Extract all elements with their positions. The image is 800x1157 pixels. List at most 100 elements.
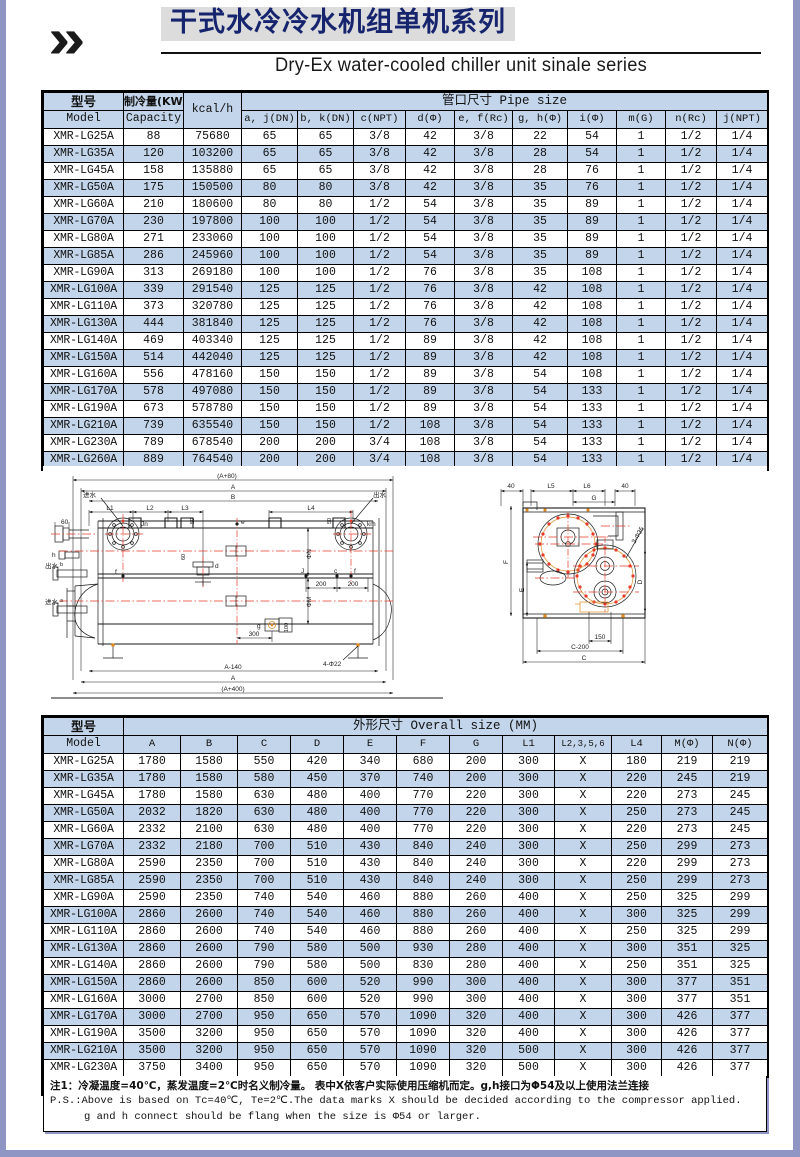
table-cell: 1820 bbox=[180, 804, 238, 822]
table-cell: 1090 bbox=[396, 1008, 450, 1026]
cell-model: XMR-LG35A bbox=[43, 770, 124, 788]
col2-g: G bbox=[449, 735, 503, 754]
table-cell: 650 bbox=[290, 1008, 344, 1026]
table-cell: 3/8 bbox=[454, 162, 513, 180]
table-cell: 108 bbox=[405, 434, 455, 452]
col-model-en: Model bbox=[43, 110, 124, 129]
side-view: 40 L5 L6 40 G bbox=[500, 483, 647, 664]
table-cell: 830 bbox=[396, 957, 450, 975]
table-cell: 1/4 bbox=[715, 162, 769, 180]
table-cell: 42 bbox=[405, 145, 455, 163]
col2-m: M(Φ) bbox=[661, 735, 713, 754]
table-cell: 280 bbox=[449, 957, 503, 975]
table-cell: X bbox=[554, 1008, 612, 1026]
table-cell: 100 bbox=[241, 247, 298, 265]
table-cell: 300 bbox=[502, 804, 555, 822]
table-cell: 430 bbox=[343, 872, 397, 890]
table-cell: 700 bbox=[237, 872, 291, 890]
table-cell: 103200 bbox=[183, 145, 242, 163]
table-cell: 1/2 bbox=[665, 128, 717, 146]
table-cell: X bbox=[554, 753, 612, 771]
point-j: J bbox=[301, 568, 304, 575]
table-cell: 520 bbox=[343, 974, 397, 992]
table-cell: 1 bbox=[616, 230, 666, 248]
col2-e: E bbox=[343, 735, 397, 754]
table-cell: 65 bbox=[241, 128, 298, 146]
table-cell: 1/2 bbox=[665, 298, 717, 316]
table-cell: 790 bbox=[237, 957, 291, 975]
table-cell: 400 bbox=[502, 1008, 555, 1026]
table-cell: 370 bbox=[343, 770, 397, 788]
table-cell: 230 bbox=[123, 213, 184, 231]
table-cell: 460 bbox=[343, 889, 397, 907]
table-cell: 514 bbox=[123, 349, 184, 367]
table-cell: 3200 bbox=[180, 1042, 238, 1060]
col2-d: D bbox=[290, 735, 344, 754]
table-cell: 125 bbox=[241, 315, 298, 333]
table-cell: 400 bbox=[343, 821, 397, 839]
table-cell: 80 bbox=[297, 196, 354, 214]
table-cell: 100 bbox=[241, 230, 298, 248]
table-cell: 3/8 bbox=[454, 281, 513, 299]
table-cell: 500 bbox=[343, 940, 397, 958]
col-pipe-d: d(Φ) bbox=[405, 110, 455, 129]
cell-model: XMR-LG45A bbox=[43, 787, 124, 805]
table-cell: 1/2 bbox=[665, 247, 717, 265]
table-row: XMR-LG170A 3000 2700 950 650 570 1090 320 400 X 30… bbox=[43, 1008, 769, 1026]
table-cell: X bbox=[554, 940, 612, 958]
table-cell: 100 bbox=[297, 264, 354, 282]
table-row: XMR-LG50A 2032 1820 630 480 400 770 220 300 X 250 2… bbox=[43, 804, 769, 822]
table-cell: 1/2 bbox=[353, 417, 406, 435]
point-h: h bbox=[52, 552, 56, 559]
table-cell: 89 bbox=[405, 366, 455, 384]
cell-model: XMR-LG140A bbox=[43, 332, 124, 350]
table-cell: 1/4 bbox=[715, 298, 769, 316]
footnotes: 注1：冷凝温度=40℃，蒸发温度=2℃时名义制冷量。 表中X依客户实际使用压缩机… bbox=[43, 1076, 767, 1132]
table-cell: 850 bbox=[237, 974, 291, 992]
table-cell: 377 bbox=[661, 991, 713, 1009]
table-cell: 3/8 bbox=[454, 383, 513, 401]
hole-note-side: 3-Φ35 bbox=[631, 525, 646, 545]
table-row: XMR-LG25A 1780 1580 550 420 340 680 200 300 X 180 2… bbox=[43, 753, 769, 771]
table-cell: 108 bbox=[405, 417, 455, 435]
table-cell: 2180 bbox=[180, 838, 238, 856]
table-cell: 510 bbox=[290, 872, 344, 890]
table-cell: 54 bbox=[512, 383, 568, 401]
footnote-english-1: P.S.:Above is based on Tc=40℃, Te=2℃.The… bbox=[50, 1095, 742, 1108]
table-cell: 1/4 bbox=[715, 400, 769, 418]
drawing-svg: .ln { stroke:#1a1a1a; stroke-width:0.7; … bbox=[45, 473, 647, 699]
table-row: XMR-LG35A 120 103200 65 65 3/8 42 3/8 28 54 1 1/2 1/… bbox=[43, 145, 769, 163]
table-cell: 125 bbox=[297, 298, 354, 316]
table-cell: 1 bbox=[616, 349, 666, 367]
table-cell: 990 bbox=[396, 991, 450, 1009]
cell-model: XMR-LG110A bbox=[43, 298, 124, 316]
table-cell: 580 bbox=[290, 957, 344, 975]
table-cell: 1/4 bbox=[715, 145, 769, 163]
table-cell: 520 bbox=[343, 991, 397, 1009]
table-cell: X bbox=[554, 974, 612, 992]
table-cell: 351 bbox=[661, 957, 713, 975]
table-cell: 550 bbox=[237, 753, 291, 771]
table-cell: 75680 bbox=[183, 128, 242, 146]
footnote-chinese: 注1：冷凝温度=40℃，蒸发温度=2℃时名义制冷量。 表中X依客户实际使用压缩机… bbox=[50, 1080, 650, 1092]
dim-l5: L5 bbox=[547, 483, 555, 490]
table-row: XMR-LG260A 889 764540 200 200 3/4 108 3/8 54 133 1… bbox=[43, 451, 769, 469]
cell-model: XMR-LG230A bbox=[43, 434, 124, 452]
cell-model: XMR-LG210A bbox=[43, 417, 124, 435]
table-cell: 313 bbox=[123, 264, 184, 282]
table-cell: 1/2 bbox=[665, 400, 717, 418]
table-cell: 200 bbox=[297, 451, 354, 469]
table-cell: 3/8 bbox=[454, 298, 513, 316]
table-cell: 3/8 bbox=[353, 128, 406, 146]
page-title-chinese: 干式水冷冷水机组单机系列 bbox=[170, 7, 506, 38]
table-row: XMR-LG190A 673 578780 150 150 1/2 89 3/8 54 133 1 1… bbox=[43, 400, 769, 418]
table-cell: 1 bbox=[616, 298, 666, 316]
table-cell: 245 bbox=[661, 770, 713, 788]
table-row: XMR-LG230A 789 678540 200 200 3/4 108 3/8 54 133 1… bbox=[43, 434, 769, 452]
table-cell: 3/8 bbox=[454, 349, 513, 367]
table-cell: 260 bbox=[449, 923, 503, 941]
cell-model: XMR-LG260A bbox=[43, 451, 124, 469]
table-cell: 299 bbox=[661, 855, 713, 873]
table-cell: 250 bbox=[611, 804, 662, 822]
cell-model: XMR-LG70A bbox=[43, 213, 124, 231]
